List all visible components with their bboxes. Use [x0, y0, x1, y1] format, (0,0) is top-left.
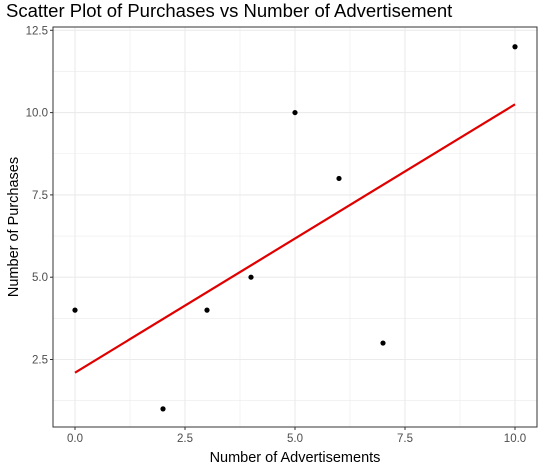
fit-line-layer — [74, 103, 516, 374]
y-tick-label: 7.5 — [32, 190, 48, 202]
y-tick-label: 10.0 — [26, 108, 48, 120]
data-point — [512, 44, 518, 50]
x-tick-label: 7.5 — [397, 433, 413, 445]
data-point — [292, 109, 298, 116]
y-axis-ticks: 2.5 5.0 7.5 10.0 12.5 — [26, 25, 53, 367]
x-tick-label: 5.0 — [287, 433, 303, 445]
y-tick-label: 5.0 — [32, 272, 48, 284]
x-axis-ticks: 0.0 2.5 5.0 7.5 10.0 — [67, 427, 526, 445]
y-tick-label: 12.5 — [26, 25, 48, 37]
x-tick-label: 10.0 — [504, 433, 526, 445]
data-point — [380, 340, 386, 346]
y-axis-label: Number of Purchases — [6, 157, 22, 297]
data-point — [248, 274, 254, 280]
data-point — [336, 175, 342, 182]
x-tick-label: 2.5 — [177, 433, 193, 445]
data-point — [160, 406, 166, 412]
regression-line — [74, 103, 516, 374]
data-point — [204, 307, 210, 313]
grid-major — [53, 27, 537, 427]
data-point — [72, 307, 78, 313]
x-axis-label: Number of Advertisements — [210, 450, 381, 466]
chart-title: Scatter Plot of Purchases vs Number of A… — [6, 0, 453, 21]
y-tick-label: 2.5 — [32, 355, 48, 367]
x-tick-label: 0.0 — [67, 433, 83, 445]
points-layer — [72, 44, 518, 412]
